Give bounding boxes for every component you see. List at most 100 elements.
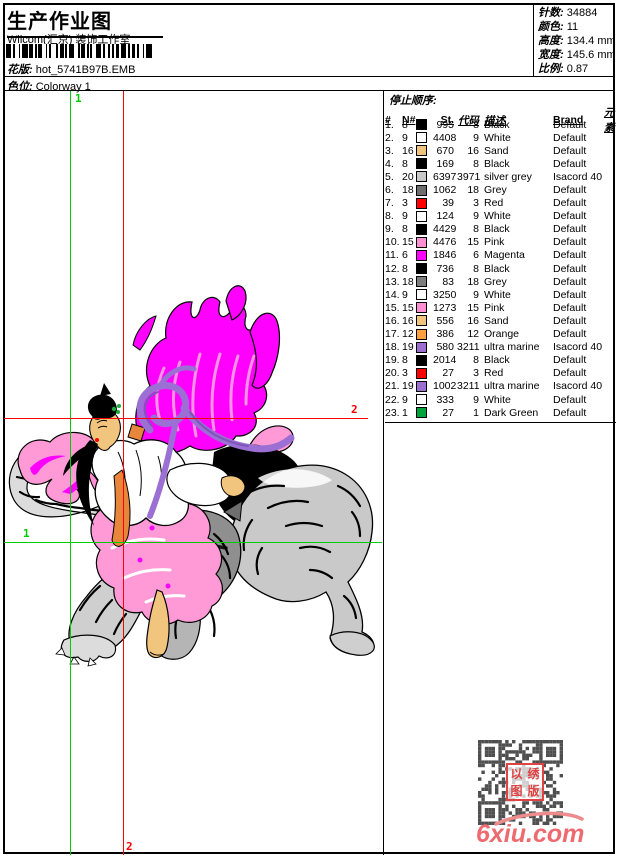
guide-hline-start	[4, 542, 382, 543]
pattern-row: 花版: hot_5741B97B.EMB	[7, 61, 135, 77]
color-swatch	[416, 145, 433, 157]
table-cell: 8	[473, 157, 479, 170]
color-swatch	[416, 289, 433, 301]
design-stats: 针数: 34884 颜色: 11 高度: 134.4 mm 宽度: 145.6 mm 比…	[538, 6, 616, 76]
color-swatch	[416, 394, 433, 406]
table-cell: 8	[473, 354, 479, 367]
table-cell: Default	[553, 393, 587, 406]
color-swatch	[416, 302, 433, 314]
table-cell: Default	[553, 157, 587, 170]
table-cell: 1.	[385, 118, 394, 131]
color-swatch	[416, 171, 433, 183]
table-row: 10. 15 4476 15 Pink Default	[385, 236, 616, 249]
barcode	[6, 44, 164, 58]
table-cell: Pink	[484, 301, 505, 314]
table-header-row: # N# St. 代码 描述 Brand 元素	[385, 105, 616, 134]
table-cell: Isacord 40	[553, 380, 603, 393]
header-divider-main	[3, 90, 615, 91]
guide-vline-start	[70, 91, 71, 855]
table-cell: Default	[553, 314, 587, 327]
table-cell: Default	[553, 367, 587, 380]
table-cell: 10.	[385, 236, 400, 249]
table-cell: 3971	[457, 170, 481, 183]
table-cell: 6	[473, 249, 479, 262]
table-cell: 12	[402, 328, 414, 341]
table-cell: Black	[484, 157, 510, 170]
start-marker-left: 1	[23, 527, 30, 540]
stat-value: 0.87	[566, 63, 589, 75]
guide-vline-end	[123, 91, 124, 855]
color-swatch	[416, 263, 433, 275]
table-cell: 3	[402, 367, 408, 380]
table-cell: 12.	[385, 262, 400, 275]
table-cell: 1273	[433, 301, 457, 314]
table-cell: 8	[402, 118, 408, 131]
table-cell: 22.	[385, 393, 400, 406]
table-cell: 23.	[385, 406, 400, 419]
table-cell: 8	[402, 223, 408, 236]
table-row: 17. 12 386 12 Orange Default	[385, 328, 616, 341]
table-cell: 15	[467, 301, 479, 314]
table-cell: 169	[436, 157, 454, 170]
table-cell: 21.	[385, 380, 400, 393]
table-cell: 556	[436, 314, 454, 327]
color-swatch	[416, 119, 433, 131]
color-swatch	[416, 367, 433, 379]
stat-row: 针数: 34884	[538, 6, 616, 20]
hair	[63, 383, 117, 526]
table-cell: Red	[484, 367, 504, 380]
stamp-char: 以	[510, 766, 523, 781]
table-cell: 1846	[433, 249, 457, 262]
stop-sequence-title: 停止顺序:	[389, 95, 437, 107]
stat-label: 高度:	[538, 35, 564, 47]
table-cell: 9	[402, 131, 408, 144]
table-cell: 6.	[385, 184, 394, 197]
table-cell: Red	[484, 197, 504, 210]
table-cell: Default	[553, 301, 587, 314]
table-cell: 124	[436, 210, 454, 223]
table-cell: 20	[402, 170, 414, 183]
table-cell: 15	[467, 236, 479, 249]
table-cell: 386	[436, 328, 454, 341]
table-row: 6. 18 1062 18 Grey Default	[385, 183, 616, 196]
table-cell: Isacord 40	[553, 341, 603, 354]
color-swatch	[416, 223, 433, 235]
table-row: 3. 16 670 16 Sand Default	[385, 144, 616, 157]
header-divider-upper	[3, 76, 615, 77]
table-cell: 3211	[457, 341, 480, 354]
table-cell: Default	[553, 328, 587, 341]
table-cell: Default	[553, 236, 587, 249]
table-cell: 8.	[385, 210, 394, 223]
table-row: 11. 6 1846 6 Magenta Default	[385, 249, 616, 262]
table-cell: 18	[402, 275, 414, 288]
table-cell: Grey	[484, 184, 507, 197]
table-cell: 3	[402, 197, 408, 210]
table-row: 4. 8 169 8 Black Default	[385, 157, 616, 170]
table-cell: Default	[553, 262, 587, 275]
table-cell: 2.	[385, 131, 394, 144]
table-cell: 4408	[433, 131, 457, 144]
stat-row: 宽度: 145.6 mm	[538, 48, 616, 62]
page-title: 生产作业图	[7, 5, 163, 38]
table-cell: 9	[473, 288, 479, 301]
table-cell: White	[484, 210, 511, 223]
table-cell: 18	[402, 184, 414, 197]
red-stamp: 以绣图版	[506, 763, 544, 801]
column-header: 描述	[484, 114, 505, 127]
color-swatch	[416, 158, 433, 170]
table-cell: White	[484, 288, 511, 301]
table-row: 2. 9 4408 9 White Default	[385, 131, 616, 144]
table-row: 1. 8 995 8 Black Default	[385, 118, 616, 131]
table-row: 21. 19 1002 3211 ultra marine Isacord 40	[385, 380, 616, 393]
table-cell: Default	[553, 354, 587, 367]
table-cell: 12	[467, 328, 479, 341]
stop-sequence-table: # N# St. 代码 描述 Brand 元素 1. 8 995 8 Black Default 2. 9…	[385, 105, 616, 424]
table-cell: 15	[402, 301, 414, 314]
table-cell: 9	[473, 393, 479, 406]
table-cell: Isacord 40	[553, 170, 603, 183]
pattern-filename: hot_5741B97B.EMB	[35, 64, 136, 76]
table-cell: Default	[553, 131, 587, 144]
stat-label: 针数:	[538, 7, 564, 19]
table-cell: 1	[473, 406, 479, 419]
color-swatch	[416, 210, 433, 222]
